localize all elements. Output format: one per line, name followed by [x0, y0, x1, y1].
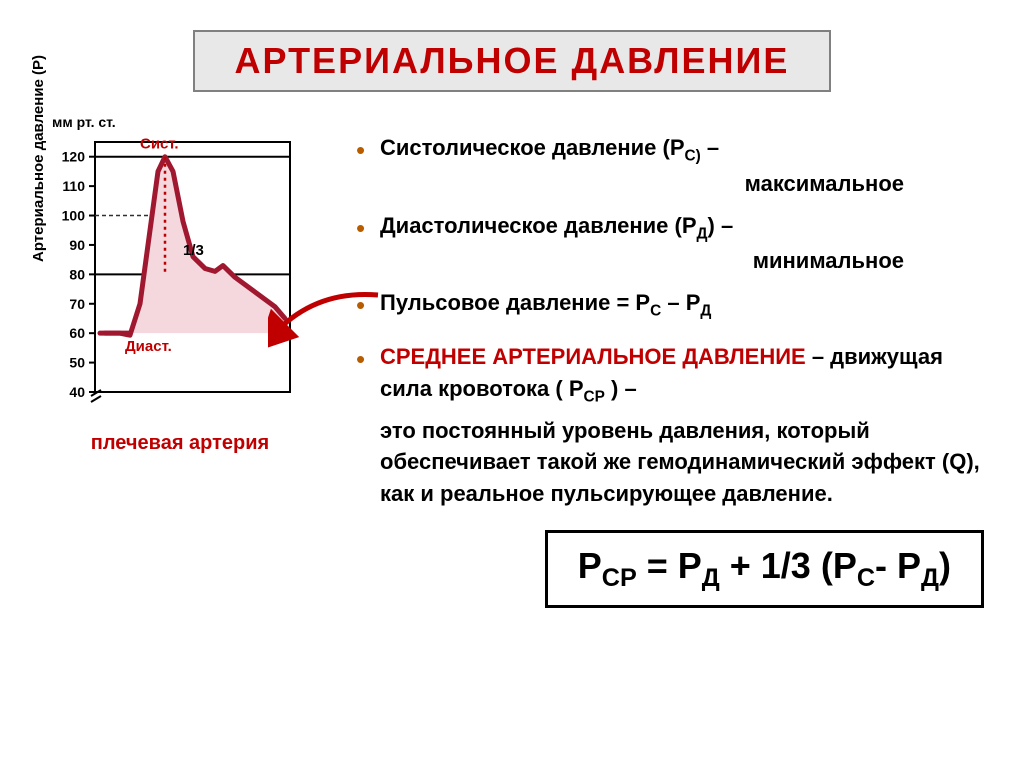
f-sub: СР — [602, 564, 637, 592]
chart-svg: 40 50 60 70 80 90 100 110 120 Сист. Диаст. 1/3 — [40, 122, 300, 412]
svg-text:80: 80 — [69, 266, 85, 282]
text-sub: С) — [685, 147, 701, 164]
bullet-pulse: Пульсовое давление = РС – РД — [350, 287, 984, 323]
text: Диастолическое давление (Р — [380, 213, 697, 238]
svg-text:Диаст.: Диаст. — [125, 338, 172, 355]
text: Систолическое давление (Р — [380, 135, 685, 160]
svg-text:1/3: 1/3 — [183, 242, 204, 259]
f-sub: Д — [921, 564, 939, 592]
text-sub: Д — [700, 303, 711, 320]
text: – — [701, 135, 719, 160]
text: ) – — [605, 376, 637, 401]
f: + 1/3 (Р — [720, 545, 857, 586]
f-sub: Д — [702, 564, 720, 592]
bullet-systolic: Систолическое давление (РС) – максимальн… — [350, 132, 984, 200]
y-axis-label: Артериальное давление (Р) — [30, 55, 47, 262]
svg-text:100: 100 — [62, 208, 86, 224]
left-column: мм рт. ст. 405060708090100110120Сист.Диа… — [40, 122, 320, 608]
right-column: Систолическое давление (РС) – максимальн… — [350, 122, 984, 608]
svg-text:70: 70 — [69, 296, 85, 312]
text-red: СРЕДНЕЕ АРТЕРИАЛЬНОЕ ДАВЛЕНИЕ — [380, 344, 806, 369]
f: - Р — [875, 545, 921, 586]
chart-caption: плечевая артерия — [40, 432, 320, 455]
svg-text:110: 110 — [62, 178, 85, 194]
f: Р — [578, 545, 602, 586]
text: ) – — [708, 213, 734, 238]
bullet-mean: СРЕДНЕЕ АРТЕРИАЛЬНОЕ ДАВЛЕНИЕ – движущая… — [350, 341, 984, 510]
bullet-diastolic: Диастолическое давление (РД) – минимальн… — [350, 210, 984, 278]
text-sub: Д — [697, 225, 708, 242]
f-sub: С — [857, 564, 875, 592]
mean-description: это постоянный уровень давления, который… — [380, 415, 984, 511]
f: ) — [939, 545, 951, 586]
svg-text:Сист.: Сист. — [140, 136, 179, 153]
text: минимальное — [380, 245, 984, 277]
svg-text:60: 60 — [69, 325, 85, 341]
page-title-box: АРТЕРИАЛЬНОЕ ДАВЛЕНИЕ — [193, 30, 832, 92]
text-sub: С — [650, 303, 661, 320]
bullet-list: Систолическое давление (РС) – максимальн… — [350, 132, 984, 510]
text: Пульсовое давление = Р — [380, 290, 650, 315]
page-title: АРТЕРИАЛЬНОЕ ДАВЛЕНИЕ — [235, 40, 790, 82]
formula-box: РСР = РД + 1/3 (РС- РД) — [545, 530, 984, 608]
content-row: мм рт. ст. 405060708090100110120Сист.Диа… — [40, 122, 984, 608]
text: максимальное — [380, 168, 984, 200]
y-unit-label: мм рт. ст. — [52, 114, 116, 130]
bp-chart: мм рт. ст. 405060708090100110120Сист.Диа… — [40, 122, 300, 422]
svg-text:90: 90 — [69, 237, 85, 253]
svg-text:120: 120 — [62, 149, 86, 165]
svg-text:40: 40 — [69, 384, 85, 400]
text: – Р — [661, 290, 700, 315]
f: = Р — [637, 545, 702, 586]
svg-text:50: 50 — [69, 355, 85, 371]
text-sub: СР — [584, 388, 605, 405]
